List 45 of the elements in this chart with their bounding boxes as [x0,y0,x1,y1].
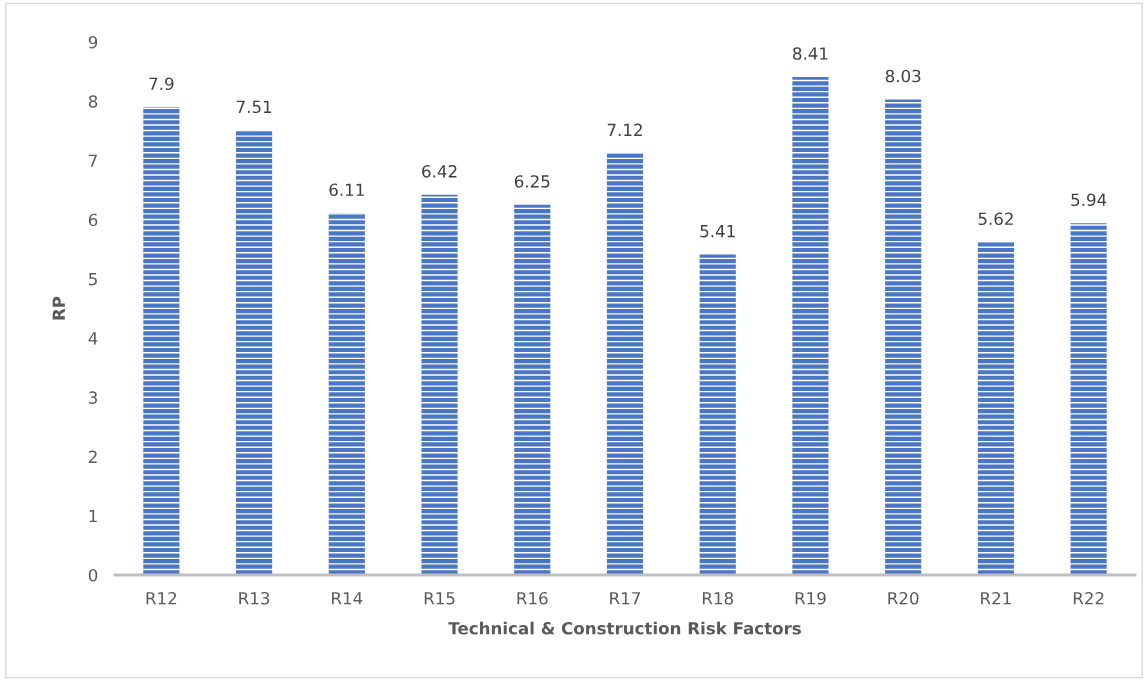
data-label: 6.11 [329,183,364,197]
bar [1070,223,1107,575]
x-axis-title: Technical & Construction Risk Factors [448,621,801,635]
y-tick-label: 7 [89,154,97,167]
data-label: 5.41 [700,225,735,238]
x-tick-label: R18 [702,591,733,605]
bar [699,254,736,575]
data-label: 8.41 [793,47,828,60]
y-tick-label: 9 [88,35,98,49]
bar [143,107,180,575]
bar [792,76,829,575]
data-label: 7.9 [149,77,174,91]
y-tick-label: 8 [88,95,98,108]
y-tick-label: 0 [88,568,98,582]
data-label: 7.12 [607,123,642,136]
x-tick-label: R21 [981,591,1011,605]
y-tick-label: 4 [88,332,98,345]
x-tick-label: R13 [239,591,270,605]
x-tick-label: R19 [795,591,826,605]
bar [885,99,922,575]
y-tick-label: 2 [88,450,97,463]
data-label: 5.62 [978,212,1013,226]
x-tick-label: R17 [610,592,640,605]
y-tick-label: 6 [88,213,98,227]
y-tick-label: 1 [89,509,97,523]
x-tick-label: R12 [146,591,177,605]
y-tick-label: 5 [89,273,97,286]
x-tick-label: R16 [517,591,548,605]
x-tick-label: R20 [888,591,919,605]
y-tick-label: 3 [89,391,97,404]
data-label: 7.51 [236,100,272,114]
data-label: 8.03 [885,69,921,83]
bar [236,130,273,575]
bar [421,194,458,575]
bar [328,213,365,575]
x-tick-label: R15 [424,592,455,605]
data-label: 6.25 [514,175,550,188]
y-axis-title: RP [52,296,65,320]
x-tick-label: R14 [332,592,363,605]
bar [606,153,644,575]
bar [977,242,1014,575]
data-label: 6.42 [422,165,457,178]
x-tick-label: R22 [1073,591,1104,605]
data-label: 5.94 [1071,193,1107,207]
bar [514,204,551,575]
